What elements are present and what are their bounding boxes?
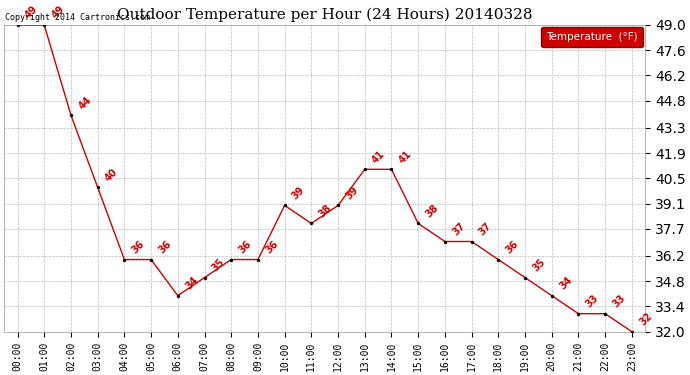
Text: 41: 41 (371, 148, 387, 165)
Text: 35: 35 (210, 257, 227, 273)
Text: 37: 37 (477, 221, 494, 237)
Legend: Temperature  (°F): Temperature (°F) (541, 27, 643, 48)
Point (413, 220, 424, 226)
Text: 34: 34 (184, 275, 200, 291)
Point (386, 166, 397, 172)
Point (119, 256, 130, 262)
Point (39, 22, 50, 28)
Text: 36: 36 (237, 239, 253, 255)
Point (600, 311, 611, 317)
Point (573, 311, 584, 317)
Point (172, 292, 184, 298)
Point (66, 112, 77, 118)
Point (627, 329, 638, 335)
Text: 34: 34 (558, 275, 574, 291)
Text: 37: 37 (451, 221, 467, 237)
Text: 36: 36 (504, 239, 520, 255)
Text: 40: 40 (104, 166, 120, 183)
Point (493, 256, 504, 262)
Text: 41: 41 (397, 148, 413, 165)
Text: 36: 36 (130, 239, 146, 255)
Text: 36: 36 (264, 239, 280, 255)
Point (440, 238, 451, 244)
Point (546, 292, 558, 298)
Point (306, 220, 317, 226)
Point (520, 274, 531, 280)
Point (279, 202, 290, 208)
Point (333, 202, 344, 208)
Text: 38: 38 (424, 202, 440, 219)
Point (146, 256, 157, 262)
Point (359, 166, 371, 172)
Text: 36: 36 (157, 239, 173, 255)
Text: 39: 39 (290, 184, 307, 201)
Text: 38: 38 (317, 202, 333, 219)
Point (12, 22, 23, 28)
Point (226, 256, 237, 262)
Point (253, 256, 264, 262)
Point (466, 238, 477, 244)
Title: Outdoor Temperature per Hour (24 Hours) 20140328: Outdoor Temperature per Hour (24 Hours) … (117, 8, 533, 22)
Text: 44: 44 (77, 94, 93, 111)
Text: 32: 32 (638, 311, 654, 328)
Text: 49: 49 (50, 4, 66, 21)
Text: Copyright 2014 Cartronics.com: Copyright 2014 Cartronics.com (5, 13, 150, 22)
Text: 39: 39 (344, 184, 360, 201)
Text: 49: 49 (23, 4, 40, 21)
Text: 33: 33 (611, 293, 627, 309)
Text: 35: 35 (531, 257, 547, 273)
Point (199, 274, 210, 280)
Text: 33: 33 (584, 293, 600, 309)
Point (92, 184, 104, 190)
